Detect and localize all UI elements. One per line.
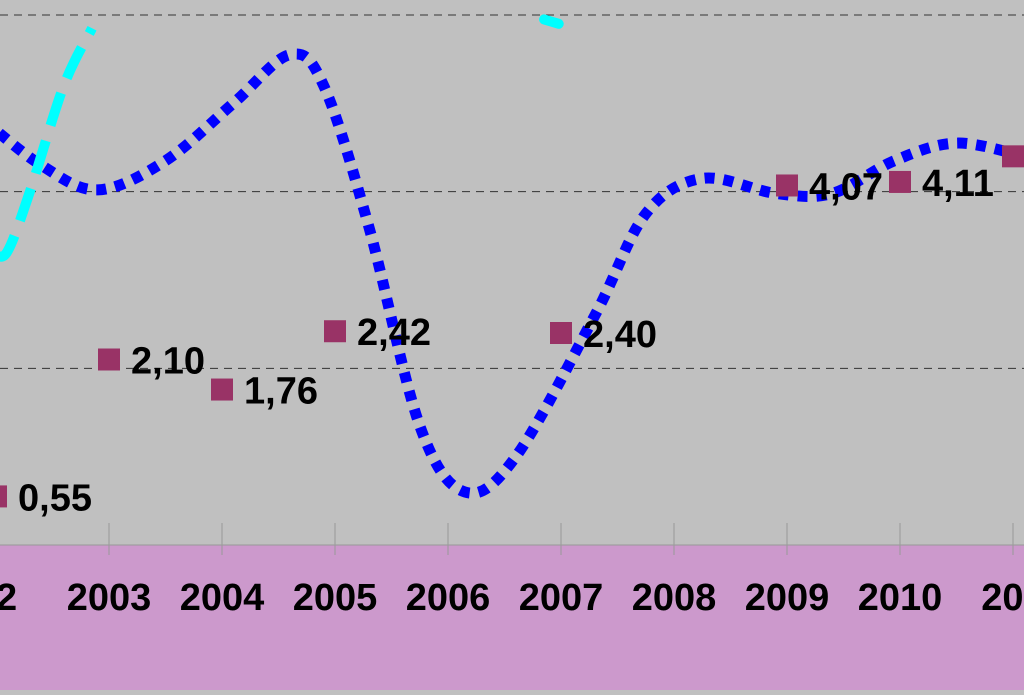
- data-label: 2,42: [357, 312, 431, 354]
- data-label: 2,40: [583, 314, 657, 356]
- series-layer: [0, 14, 1024, 499]
- series-line-dashed-fragment: [539, 14, 564, 29]
- x-tick-label: 2004: [180, 577, 265, 619]
- x-tick-label: 2003: [67, 577, 152, 619]
- data-marker: [98, 348, 120, 371]
- data-marker: [776, 174, 798, 197]
- x-axis-ticks: 02 2003 2004 2005 2006 2007 2008 2009 2010 201: [0, 523, 1024, 619]
- data-marker: [1002, 145, 1024, 168]
- data-marker: [324, 320, 346, 343]
- data-marker: [211, 378, 233, 401]
- data-label: 1,76: [244, 371, 318, 413]
- series-line-dashed: [0, 25, 97, 262]
- data-label: 2,10: [131, 341, 205, 383]
- data-label: 0,55: [18, 477, 92, 519]
- data-marker: [0, 485, 7, 508]
- plot-area: [0, 0, 1024, 545]
- x-axis-band: [0, 545, 1024, 690]
- markers-layer: 0,55 2,10 1,76 2,42 2,40 4,07 4,11: [0, 145, 1024, 519]
- x-tick-label: 2006: [406, 577, 491, 619]
- data-label: 4,07: [809, 166, 883, 208]
- series-line-dotted: [0, 48, 1024, 499]
- x-tick-label: 2008: [632, 577, 717, 619]
- gridlines: [0, 14, 1024, 369]
- data-label: 4,11: [922, 163, 994, 205]
- x-tick-label: 2005: [293, 577, 378, 619]
- x-tick-label: 2009: [745, 577, 830, 619]
- x-tick-label: 02: [0, 577, 17, 619]
- data-marker: [889, 170, 911, 193]
- x-tick-label: 2010: [858, 577, 943, 619]
- x-tick-label: 2007: [519, 577, 604, 619]
- data-marker: [550, 322, 572, 344]
- x-tick-label: 201: [981, 577, 1024, 619]
